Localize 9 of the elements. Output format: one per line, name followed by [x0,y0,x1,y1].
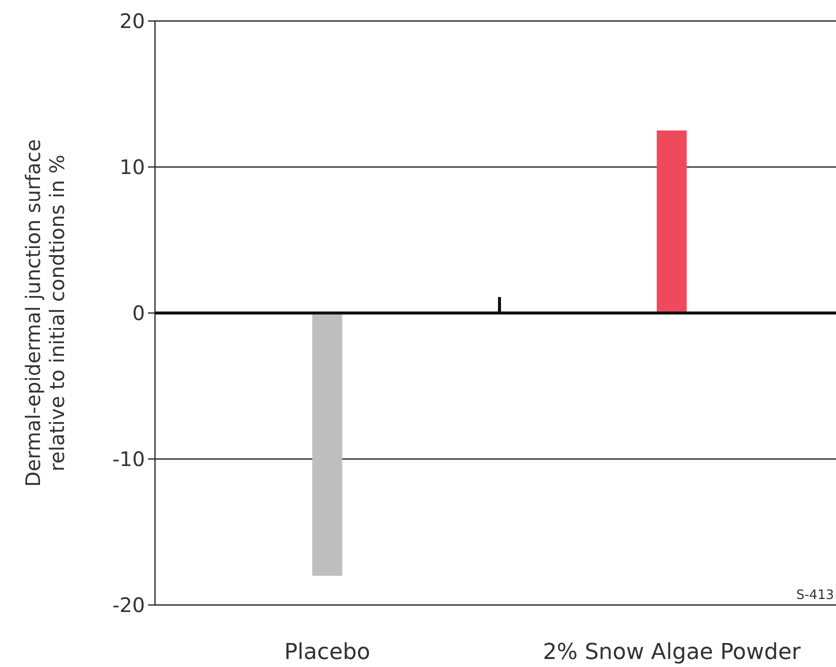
y-tick-label: 0 [132,301,145,325]
y-tick-label: -20 [112,593,145,617]
x-tick-label: 2% Snow Algae Powder [542,640,802,665]
y-tick-label: 20 [120,9,145,33]
y-tick-label: 10 [120,155,145,179]
x-tick-label: Placebo [284,640,370,665]
annotation: S-413 [796,588,834,603]
y-axis-title: Dermal-epidermal junction surface relative to initial condtions in % [21,139,69,487]
y-tick-label: -10 [112,447,145,471]
